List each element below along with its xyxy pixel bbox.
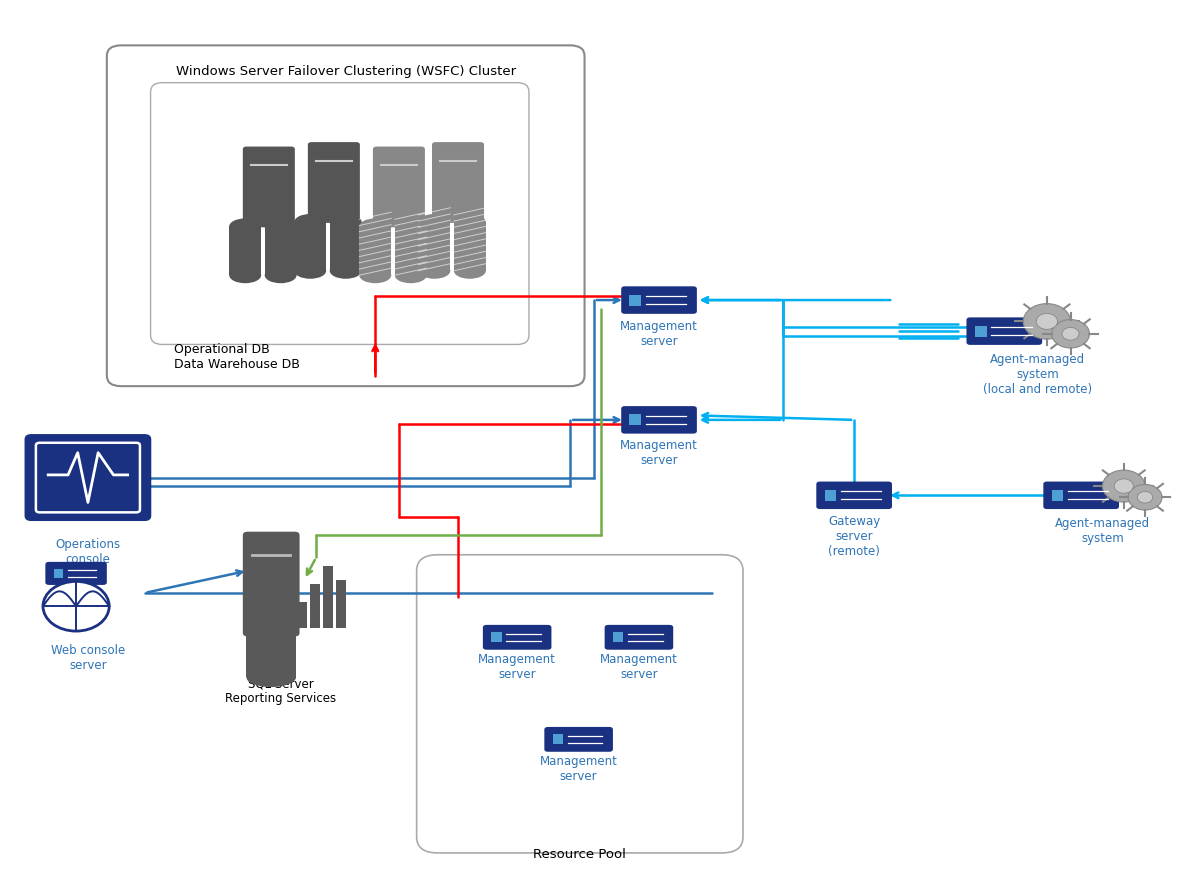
FancyBboxPatch shape [1043,481,1119,509]
FancyBboxPatch shape [816,481,892,509]
FancyBboxPatch shape [242,146,295,228]
Ellipse shape [295,263,327,279]
Ellipse shape [454,214,486,230]
Text: Management
server: Management server [539,755,618,783]
Bar [394,227,426,275]
Circle shape [1137,491,1152,503]
Circle shape [1102,470,1145,502]
Bar [824,489,836,501]
FancyBboxPatch shape [45,562,107,585]
Bar [265,227,297,275]
Text: Management
server: Management server [600,654,678,681]
FancyBboxPatch shape [36,443,140,513]
Ellipse shape [246,667,296,687]
Text: Resource Pool: Resource Pool [533,847,626,861]
Bar [310,584,320,629]
Text: Management
server: Management server [620,320,699,347]
Circle shape [1051,320,1089,348]
Circle shape [43,581,109,631]
Ellipse shape [394,267,426,283]
Bar [630,295,642,305]
Bar [491,632,501,642]
Bar [1051,489,1063,501]
Bar [295,222,327,271]
FancyBboxPatch shape [544,727,613,752]
Ellipse shape [418,214,450,230]
Text: Management
server: Management server [620,439,699,467]
Bar [974,326,986,337]
Circle shape [1062,328,1079,340]
Bar [418,222,450,271]
Ellipse shape [246,619,296,638]
Text: Operational DB
Data Warehouse DB: Operational DB Data Warehouse DB [175,343,301,371]
Ellipse shape [229,267,261,283]
Text: Management
server: Management server [479,654,556,681]
FancyBboxPatch shape [242,531,299,637]
FancyBboxPatch shape [605,625,674,650]
Bar [613,632,624,642]
FancyBboxPatch shape [107,46,584,386]
Ellipse shape [265,267,297,283]
FancyBboxPatch shape [621,287,697,313]
Ellipse shape [295,214,327,230]
FancyBboxPatch shape [151,83,529,345]
Text: Agent-managed
system
(local and remote): Agent-managed system (local and remote) [982,354,1092,396]
Bar [323,566,333,629]
Ellipse shape [454,263,486,279]
Ellipse shape [418,263,450,279]
FancyBboxPatch shape [482,625,551,650]
FancyBboxPatch shape [25,435,151,521]
FancyBboxPatch shape [432,142,484,223]
Circle shape [1023,304,1070,339]
Ellipse shape [330,263,361,279]
Text: Operations
console: Operations console [56,538,120,566]
Bar [246,629,296,677]
Bar [552,734,563,744]
Text: Windows Server Failover Clustering (WSFC) Cluster: Windows Server Failover Clustering (WSFC… [176,65,516,78]
Bar [359,227,391,275]
Ellipse shape [229,219,261,234]
Text: SQL Server
Reporting Services: SQL Server Reporting Services [225,677,336,705]
Ellipse shape [265,219,297,234]
Circle shape [1127,485,1162,510]
Text: Gateway
server
(remote): Gateway server (remote) [828,515,880,558]
Bar [229,227,261,275]
Bar [454,222,486,271]
Bar [630,414,642,425]
Ellipse shape [394,219,426,234]
Text: Web console
server: Web console server [51,645,125,672]
FancyBboxPatch shape [621,406,697,434]
Bar [53,569,63,578]
Circle shape [1114,479,1133,493]
Ellipse shape [330,214,361,230]
FancyBboxPatch shape [308,142,360,223]
Bar [330,222,361,271]
Ellipse shape [359,267,391,283]
Text: Agent-managed
system: Agent-managed system [1055,518,1150,546]
Bar [336,580,346,629]
Circle shape [1036,313,1057,330]
Bar [297,602,307,629]
FancyBboxPatch shape [967,317,1042,345]
FancyBboxPatch shape [373,146,425,228]
FancyBboxPatch shape [417,555,742,853]
Ellipse shape [359,219,391,234]
